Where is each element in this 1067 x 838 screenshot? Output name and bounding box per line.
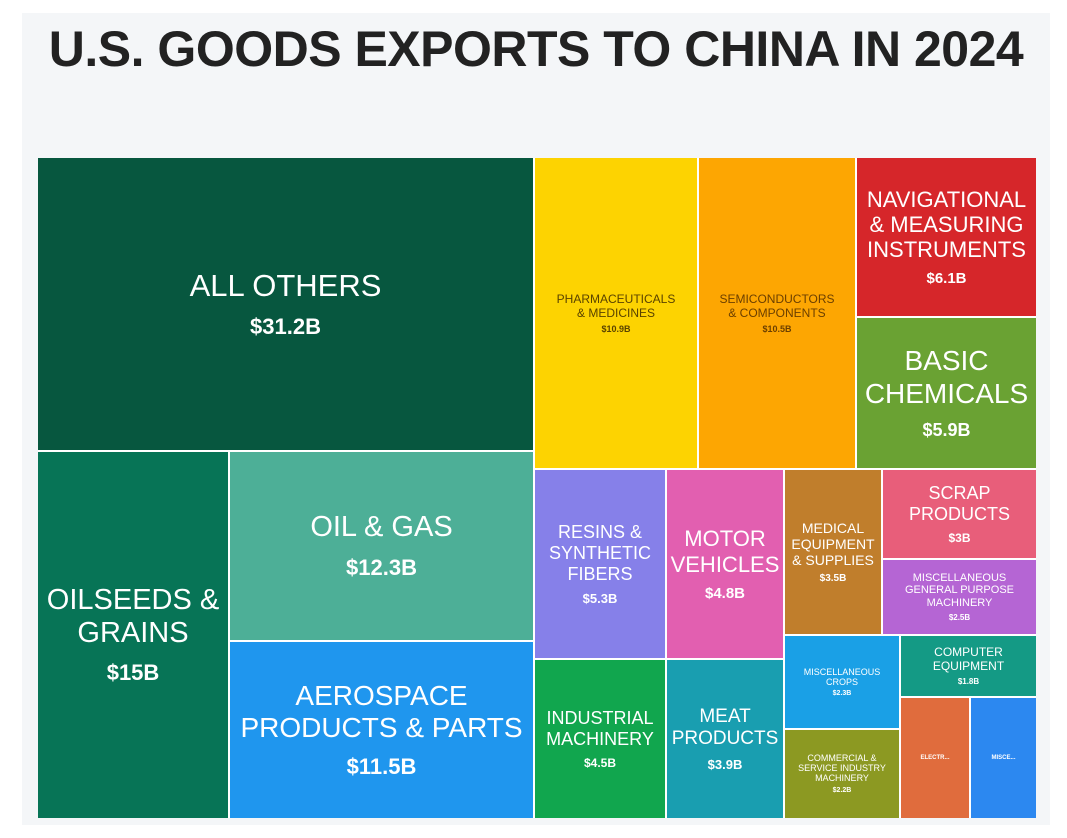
tile-value: $31.2B (250, 314, 321, 340)
treemap-tile-industrial: INDUSTRIAL MACHINERY $4.5B (535, 660, 665, 818)
treemap-tile-misce: MISCE... (971, 698, 1036, 818)
treemap-tile-scrap: SCRAP PRODUCTS $3B (883, 470, 1036, 558)
tile-value: $2.5B (948, 613, 971, 623)
tile-value: $5.3B (582, 590, 618, 606)
tile-label: MEAT PRODUCTS (671, 706, 779, 749)
tile-label: MISCELLANEOUS GENERAL PURPOSE MACHINERY (904, 571, 1014, 609)
tile-value: $4.5B (583, 755, 617, 770)
treemap-tile-electr: ELECTR... (901, 698, 969, 818)
treemap-tile-oilseeds: OILSEEDS & GRAINS $15B (38, 452, 228, 818)
treemap-tile-commercial: COMMERCIAL & SERVICE INDUSTRY MACHINERY $… (785, 730, 899, 818)
treemap-tile-aerospace: AEROSPACE PRODUCTS & PARTS $11.5B (230, 642, 533, 818)
tile-label: PHARMACEUTICALS & MEDICINES (556, 291, 676, 320)
tile-value: $1.8B (957, 676, 980, 686)
treemap-tile-motor: MOTOR VEHICLES $4.8B (667, 470, 783, 658)
tile-value: $3.9B (707, 756, 743, 772)
tile-label: BASIC CHEMICALS (864, 345, 1029, 409)
tile-value: $11.5B (346, 754, 417, 780)
tile-label: ELECTR... (920, 754, 950, 761)
treemap-tile-meat: MEAT PRODUCTS $3.9B (667, 660, 783, 818)
tile-value: $4.8B (704, 584, 746, 602)
tile-label: INDUSTRIAL MACHINERY (546, 708, 654, 749)
tile-value: $5.9B (922, 419, 971, 440)
tile-value: $10.9B (601, 324, 631, 335)
treemap-tile-resins: RESINS & SYNTHETIC FIBERS $5.3B (535, 470, 665, 658)
tile-label: COMMERCIAL & SERVICE INDUSTRY MACHINERY (798, 753, 886, 783)
tile-value: $3.5B (819, 573, 847, 585)
treemap-tile-navigational: NAVIGATIONAL & MEASURING INSTRUMENTS $6.1… (857, 158, 1036, 316)
tile-value: $2.3B (832, 690, 852, 698)
tile-value: $2.2B (832, 786, 852, 794)
tile-label: MISCELLANEOUS CROPS (803, 666, 881, 687)
treemap-tile-computer: COMPUTER EQUIPMENT $1.8B (901, 636, 1036, 696)
tile-label: COMPUTER EQUIPMENT (932, 645, 1005, 673)
treemap-tile-pharma: PHARMACEUTICALS & MEDICINES $10.9B (535, 158, 697, 468)
tile-label: AEROSPACE PRODUCTS & PARTS (240, 679, 523, 743)
treemap-tile-misc-gp: MISCELLANEOUS GENERAL PURPOSE MACHINERY $… (883, 560, 1036, 634)
treemap-tile-medical: MEDICAL EQUIPMENT & SUPPLIES $3.5B (785, 470, 881, 634)
tile-label: OILSEEDS & GRAINS (46, 583, 220, 649)
tile-label: OIL & GAS (310, 511, 453, 544)
tile-label: MISCE... (991, 754, 1016, 761)
tile-label: SEMICONDUCTORS & COMPONENTS (719, 291, 835, 320)
tile-label: ALL OTHERS (189, 267, 382, 303)
treemap-tile-basic-chem: BASIC CHEMICALS $5.9B (857, 318, 1036, 468)
tile-label: SCRAP PRODUCTS (908, 483, 1010, 524)
tile-label: MOTOR VEHICLES (670, 526, 780, 577)
tile-value: $15B (106, 660, 160, 686)
treemap-tile-semis: SEMICONDUCTORS & COMPONENTS $10.5B (699, 158, 855, 468)
treemap-tile-misc-crops: MISCELLANEOUS CROPS $2.3B (785, 636, 899, 728)
tile-label: RESINS & SYNTHETIC FIBERS (548, 522, 651, 584)
chart-title: U.S. GOODS EXPORTS TO CHINA IN 2024 (48, 21, 1024, 77)
tile-value: $10.5B (762, 324, 792, 335)
tile-value: $3B (948, 530, 971, 545)
treemap: ALL OTHERS $31.2B OILSEEDS & GRAINS $15B OIL… (38, 158, 1036, 818)
tile-value: $6.1B (926, 270, 967, 288)
treemap-tile-oil-gas: OIL & GAS $12.3B (230, 452, 533, 640)
treemap-tile-all-others: ALL OTHERS $31.2B (38, 158, 533, 450)
tile-value: $12.3B (346, 554, 417, 580)
tile-label: NAVIGATIONAL & MEASURING INSTRUMENTS (866, 186, 1027, 263)
tile-label: MEDICAL EQUIPMENT & SUPPLIES (791, 519, 875, 569)
